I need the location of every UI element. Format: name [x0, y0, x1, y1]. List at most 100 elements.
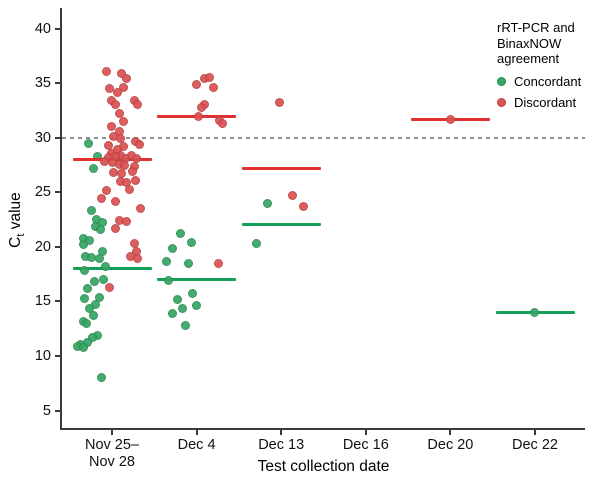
data-point-concordant — [97, 246, 107, 256]
data-point-concordant — [187, 238, 197, 248]
y-axis-title-sub: t — [15, 233, 28, 237]
data-point-discordant — [205, 73, 215, 83]
data-point-discordant — [112, 145, 122, 155]
data-point-discordant — [110, 223, 120, 233]
data-point-discordant — [124, 184, 134, 194]
legend-entry-concordant: Concordant — [497, 74, 597, 89]
data-point-concordant — [84, 235, 94, 245]
data-point-concordant — [176, 229, 186, 239]
data-point-discordant — [110, 196, 120, 206]
data-point-discordant — [121, 178, 131, 188]
data-point-discordant — [99, 157, 109, 167]
y-tick — [55, 409, 60, 412]
x-axis-title: Test collection date — [257, 458, 390, 475]
x-tick — [449, 430, 452, 435]
legend-entry-discordant: Discordant — [497, 95, 597, 110]
data-point-discordant — [118, 116, 128, 126]
data-point-concordant — [72, 341, 82, 351]
data-point-concordant — [90, 300, 100, 310]
data-point-concordant — [181, 320, 191, 330]
data-point-discordant — [103, 140, 113, 150]
x-axis-line — [60, 428, 585, 430]
data-point-concordant — [81, 318, 91, 328]
data-point-concordant — [82, 283, 92, 293]
y-tick-label: 5 — [42, 402, 51, 419]
data-point-discordant — [132, 254, 142, 264]
data-point-concordant — [91, 215, 101, 225]
data-point-discordant — [115, 176, 125, 186]
data-point-concordant — [97, 218, 107, 228]
data-point-concordant — [92, 151, 102, 161]
data-point-discordant — [114, 159, 124, 169]
data-point-concordant — [95, 224, 105, 234]
data-point-discordant — [127, 167, 137, 177]
data-point-discordant — [103, 152, 113, 162]
data-point-discordant — [115, 150, 125, 160]
x-tick-label: Dec 4 — [177, 437, 216, 453]
data-point-discordant — [298, 202, 308, 212]
x-tick — [195, 430, 198, 435]
legend-title-line: rRT-PCR and — [497, 20, 575, 35]
data-point-discordant — [116, 169, 126, 179]
data-point-concordant — [529, 307, 539, 317]
data-point-discordant — [96, 194, 106, 204]
data-point-discordant — [101, 66, 111, 76]
data-point-concordant — [173, 294, 183, 304]
data-point-discordant — [119, 160, 129, 170]
data-point-concordant — [78, 233, 88, 243]
x-tick — [111, 430, 113, 435]
data-point-discordant — [110, 99, 120, 109]
y-tick-label: 35 — [34, 75, 51, 92]
median-line-concordant — [72, 267, 152, 271]
legend-title: rRT-PCR and BinaxNOW agreement — [497, 20, 597, 67]
data-point-concordant — [83, 138, 93, 148]
data-point-discordant — [126, 150, 136, 160]
data-point-concordant — [94, 292, 104, 302]
y-tick — [55, 355, 60, 357]
x-tick — [364, 430, 367, 435]
x-tick-label: Dec 22 — [512, 437, 558, 453]
data-point-discordant — [108, 168, 118, 178]
y-tick — [55, 245, 60, 248]
data-point-discordant — [118, 83, 128, 93]
data-point-concordant — [82, 338, 92, 348]
x-tick — [280, 430, 283, 435]
data-point-discordant — [134, 139, 144, 149]
data-point-discordant — [274, 98, 284, 108]
data-point-discordant — [107, 158, 117, 168]
y-tick-label: 40 — [34, 20, 51, 37]
data-point-discordant — [125, 252, 135, 262]
median-line-discordant — [241, 166, 321, 170]
data-point-concordant — [164, 276, 174, 286]
data-point-discordant — [129, 161, 139, 171]
data-point-discordant — [110, 151, 120, 161]
legend-entry-label: Concordant — [514, 73, 582, 89]
y-tick — [55, 136, 60, 139]
data-point-discordant — [131, 154, 141, 164]
median-line-concordant — [241, 222, 321, 226]
data-point-discordant — [209, 83, 219, 93]
data-point-concordant — [168, 243, 178, 253]
data-point-discordant — [121, 217, 131, 227]
reference-line — [62, 136, 585, 139]
data-point-concordant — [262, 198, 272, 208]
data-point-concordant — [184, 258, 194, 268]
data-point-discordant — [192, 79, 202, 89]
data-point-concordant — [162, 256, 172, 266]
data-point-discordant — [197, 102, 207, 112]
y-tick — [55, 300, 60, 303]
x-tick-label: Dec 16 — [342, 437, 389, 453]
data-point-discordant — [287, 191, 297, 201]
data-point-concordant — [84, 303, 94, 313]
y-tick-label: 15 — [34, 293, 51, 310]
legend-title-line: BinaxNOW — [497, 35, 562, 51]
data-point-concordant — [88, 311, 98, 321]
data-point-discordant — [214, 258, 224, 268]
data-point-discordant — [115, 134, 125, 144]
y-axis-line — [60, 8, 62, 430]
data-point-concordant — [94, 254, 104, 264]
legend-title-line: agreement — [497, 51, 560, 66]
data-point-concordant — [168, 308, 178, 318]
y-tick-label: 25 — [34, 184, 51, 201]
data-point-concordant — [98, 275, 108, 285]
